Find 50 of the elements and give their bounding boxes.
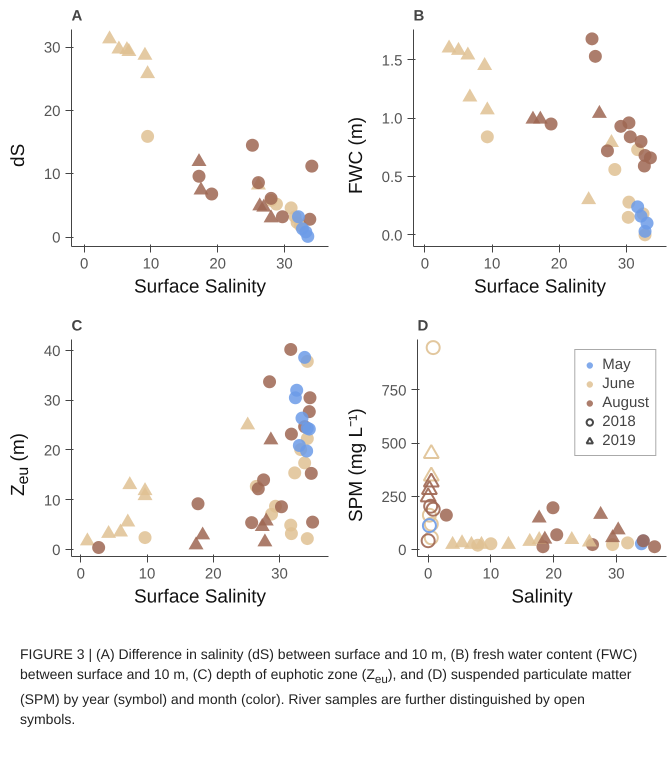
y-tick-label: 1.0 — [382, 110, 403, 128]
y-tick-label: 1.5 — [382, 52, 403, 70]
x-tick-label: 20 — [204, 566, 222, 582]
y-tick-label: 0 — [398, 542, 406, 560]
y-tick-label: 500 — [381, 436, 407, 453]
x-tick-label: 20 — [545, 566, 562, 582]
y-tick-label: 250 — [381, 488, 407, 506]
legend-label: 2019 — [602, 432, 636, 449]
legend-label: August — [602, 394, 649, 411]
x-tick-label: 30 — [271, 566, 288, 582]
x-tick-label: 0 — [80, 256, 88, 272]
x-axis-title: Surface Salinity — [134, 586, 267, 608]
y-tick-label: 40 — [44, 342, 61, 360]
legend-label: 2018 — [602, 413, 636, 430]
y-tick-label: 10 — [44, 492, 61, 510]
x-axis-title: Surface Salinity — [134, 276, 267, 298]
x-tick-label: 30 — [276, 256, 293, 272]
x-tick-label: 0 — [76, 566, 85, 582]
chart-title: B — [414, 8, 424, 24]
chart-title: C — [72, 318, 82, 334]
y-tick-label: 10 — [44, 166, 61, 184]
chart-title: A — [72, 8, 82, 24]
y-tick-label: 20 — [44, 442, 61, 460]
y-tick-label: 0 — [52, 230, 60, 247]
x-axis-title: Salinity — [511, 586, 574, 608]
y-tick-label: 30 — [44, 40, 61, 57]
x-tick-label: 10 — [484, 256, 500, 272]
x-tick-label: 0 — [424, 566, 432, 582]
y-axis-title: dS — [7, 143, 30, 167]
x-tick-label: 20 — [209, 256, 226, 272]
caption: FIGURE 3 | (A) Difference in salinity (dS) between surface and 10 m, (B) fresh water content (FWC) between surface and 10 m, (C) depth of euphotic zone (Z$_{eu}$), and (D) suspended particulate matter (SPM) by year (symbol) and month (color). River samples are further distinguished by open symbols. — [20, 645, 638, 730]
y-axis-title: SPM (mg L⁻¹) — [345, 408, 368, 522]
x-tick-label: 10 — [138, 566, 156, 582]
y-tick-label: 0.5 — [382, 169, 403, 186]
x-axis-title: Surface Salinity — [474, 276, 607, 298]
y-tick-label: 750 — [381, 382, 407, 400]
y-axis-title: FWC (m) — [345, 116, 368, 194]
x-tick-label: 0 — [420, 256, 430, 272]
x-tick-label: 10 — [482, 566, 500, 582]
legend-label: May — [602, 356, 631, 373]
y-tick-label: 30 — [44, 392, 61, 410]
y-tick-label: 0.0 — [382, 227, 403, 244]
y-tick-label: 0 — [52, 542, 60, 560]
x-tick-label: 30 — [608, 566, 625, 582]
x-tick-label: 30 — [618, 256, 635, 272]
y-tick-label: 20 — [44, 102, 61, 120]
chart-title: D — [418, 318, 428, 334]
x-tick-label: 10 — [142, 256, 160, 272]
x-tick-label: 20 — [550, 256, 568, 272]
legend-label: June — [602, 375, 635, 392]
